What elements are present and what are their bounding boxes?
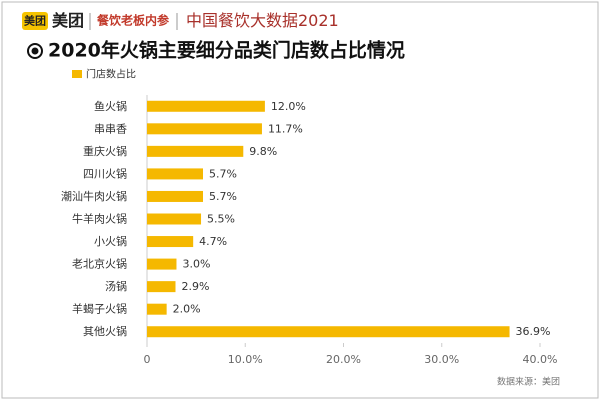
- logo: 美团: [24, 14, 46, 28]
- y-tick-label: 串串香: [94, 122, 127, 135]
- x-tick-label: 0: [144, 353, 151, 366]
- bar: [147, 190, 204, 202]
- value-label: 2.0%: [173, 303, 201, 316]
- bar: [147, 236, 194, 248]
- bar: [147, 145, 244, 157]
- report-title: 中国餐饮大数据2021: [186, 11, 339, 30]
- y-tick-label: 牛羊肉火锅: [72, 212, 127, 226]
- title-icon: [31, 47, 39, 55]
- source: 数据来源：美团: [497, 376, 560, 388]
- bar: [147, 168, 204, 180]
- x-tick-label: 30.0%: [424, 353, 459, 366]
- partner: 餐饮老板内参: [97, 13, 170, 28]
- value-label: 5.7%: [209, 190, 237, 203]
- bar: [147, 281, 176, 293]
- y-tick-label: 老北京火锅: [72, 257, 127, 271]
- y-tick-label: 潮汕牛肉火锅: [61, 189, 127, 203]
- logo-box: [22, 12, 48, 30]
- bar: [147, 303, 167, 315]
- x-tick-label: 40.0%: [523, 353, 558, 366]
- bar: [147, 258, 177, 270]
- value-label: 4.7%: [199, 235, 227, 248]
- value-label: 3.0%: [182, 258, 210, 271]
- bar: [147, 213, 202, 225]
- x-tick-label: 20.0%: [326, 353, 361, 366]
- bar: [147, 326, 510, 338]
- bar: [147, 123, 262, 135]
- y-tick-label: 鱼火锅: [94, 99, 127, 113]
- value-label: 9.8%: [249, 145, 277, 158]
- y-tick-label: 小火锅: [94, 235, 127, 248]
- bar: [147, 100, 265, 112]
- chart-title: 2020年火锅主要细分品类门店数占比情况: [48, 39, 405, 62]
- title-icon: [27, 43, 43, 59]
- y-tick-label: 四川火锅: [83, 167, 127, 180]
- y-tick-label: 其他火锅: [83, 325, 127, 338]
- value-label: 36.9%: [516, 325, 551, 338]
- y-tick-label: 羊蝎子火锅: [72, 302, 127, 316]
- legend-label: 门店数占比: [86, 68, 136, 81]
- value-label: 12.0%: [271, 100, 306, 113]
- value-label: 5.5%: [207, 213, 235, 226]
- y-tick-label: 汤锅: [105, 279, 127, 293]
- x-tick-label: 10.0%: [228, 353, 263, 366]
- brand: 美团: [52, 11, 84, 30]
- y-tick-label: 重庆火锅: [83, 144, 127, 158]
- value-label: 11.7%: [268, 122, 303, 135]
- value-label: 5.7%: [209, 167, 237, 180]
- legend-swatch: [72, 70, 82, 78]
- value-label: 2.9%: [181, 280, 209, 293]
